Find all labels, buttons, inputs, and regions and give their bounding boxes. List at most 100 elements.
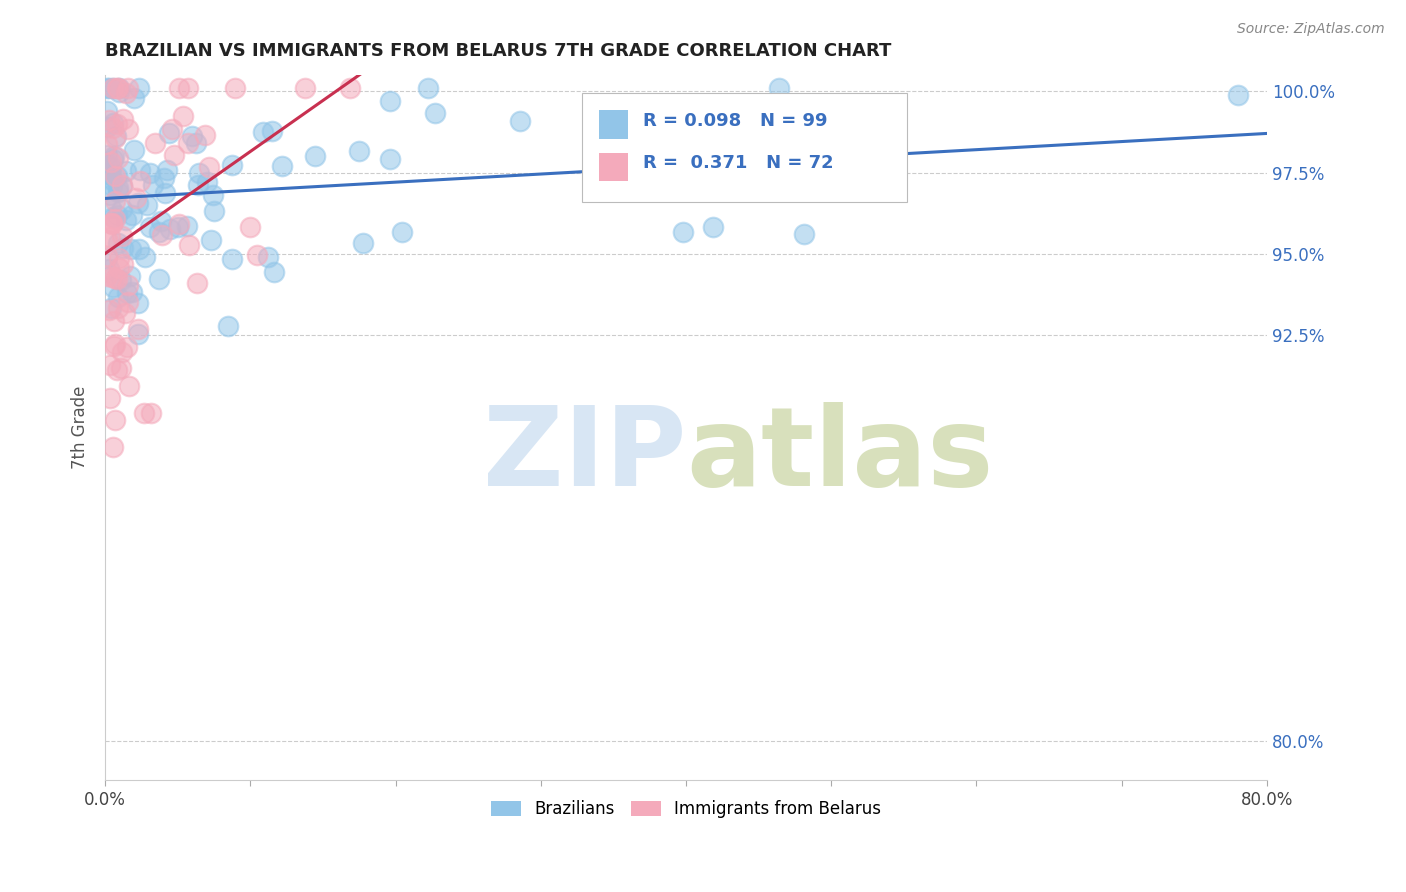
Point <box>96 103 118 118</box>
Point <box>101 173 124 187</box>
Point <box>101 116 124 130</box>
Point <box>115 163 138 178</box>
Point <box>339 81 361 95</box>
Point <box>148 225 170 239</box>
Point <box>98 230 121 244</box>
Point <box>100 202 122 216</box>
Point <box>110 273 132 287</box>
Point <box>139 166 162 180</box>
Point <box>100 155 122 169</box>
Point <box>100 160 122 174</box>
Point <box>163 148 186 162</box>
Point <box>103 210 125 224</box>
Point <box>115 87 138 101</box>
Point <box>104 337 127 351</box>
Text: R =  0.371   N = 72: R = 0.371 N = 72 <box>643 154 834 172</box>
Point <box>105 272 128 286</box>
Point <box>187 178 209 192</box>
Point <box>167 81 190 95</box>
Point <box>121 208 143 222</box>
Point <box>100 270 122 285</box>
Point <box>224 81 246 95</box>
Point <box>111 112 134 126</box>
Point <box>181 129 204 144</box>
Point <box>111 178 134 193</box>
Point <box>200 234 222 248</box>
Point <box>186 277 208 291</box>
Point <box>97 81 120 95</box>
Point <box>101 81 124 95</box>
Point <box>127 326 149 341</box>
Point <box>107 185 129 199</box>
Point <box>108 252 131 266</box>
Point <box>150 228 173 243</box>
Point <box>117 121 139 136</box>
Point <box>107 151 129 165</box>
Point <box>391 225 413 239</box>
Point <box>114 306 136 320</box>
Point <box>239 219 262 234</box>
Point <box>97 113 120 128</box>
Point <box>105 169 128 183</box>
Point <box>104 270 127 285</box>
Point <box>101 217 124 231</box>
Point <box>108 261 131 276</box>
Text: R = 0.098   N = 99: R = 0.098 N = 99 <box>643 112 828 130</box>
FancyBboxPatch shape <box>599 153 628 181</box>
Point <box>107 301 129 315</box>
FancyBboxPatch shape <box>599 111 628 138</box>
Point <box>107 290 129 304</box>
Point <box>202 187 225 202</box>
Point <box>111 257 134 271</box>
Point <box>672 225 695 239</box>
Point <box>128 81 150 95</box>
Point <box>145 136 167 151</box>
Point <box>107 181 129 195</box>
Text: ZIP: ZIP <box>482 402 686 509</box>
Point <box>418 81 440 95</box>
Point <box>101 178 124 193</box>
Point <box>100 216 122 230</box>
Point <box>128 163 150 178</box>
Point <box>117 379 139 393</box>
Point <box>100 301 122 315</box>
Point <box>160 122 183 136</box>
Point <box>117 277 139 292</box>
Point <box>104 169 127 183</box>
Point <box>195 175 218 189</box>
Point <box>107 81 129 95</box>
Point <box>105 363 128 377</box>
Point <box>112 241 135 255</box>
Point <box>105 209 128 223</box>
Point <box>197 160 219 174</box>
Point <box>378 94 401 108</box>
Point <box>127 295 149 310</box>
Point <box>167 220 190 235</box>
Point <box>101 440 124 454</box>
Point <box>129 174 152 188</box>
Point <box>128 243 150 257</box>
Point <box>157 126 180 140</box>
Y-axis label: 7th Grade: 7th Grade <box>72 386 89 469</box>
Text: atlas: atlas <box>686 402 994 509</box>
Point <box>97 302 120 317</box>
Point <box>263 265 285 279</box>
Point <box>96 137 118 152</box>
Point <box>148 272 170 286</box>
Point <box>176 219 198 233</box>
Point <box>127 322 149 336</box>
Point <box>105 128 128 143</box>
Point <box>96 157 118 171</box>
Point <box>97 167 120 181</box>
Point <box>172 109 194 123</box>
Point <box>101 120 124 135</box>
Point <box>1226 87 1249 102</box>
Point <box>352 236 374 251</box>
Point <box>685 172 707 186</box>
Point <box>262 124 284 138</box>
Point <box>150 214 173 228</box>
Point <box>136 198 159 212</box>
Point <box>134 250 156 264</box>
Point <box>103 313 125 327</box>
Point <box>768 81 790 95</box>
